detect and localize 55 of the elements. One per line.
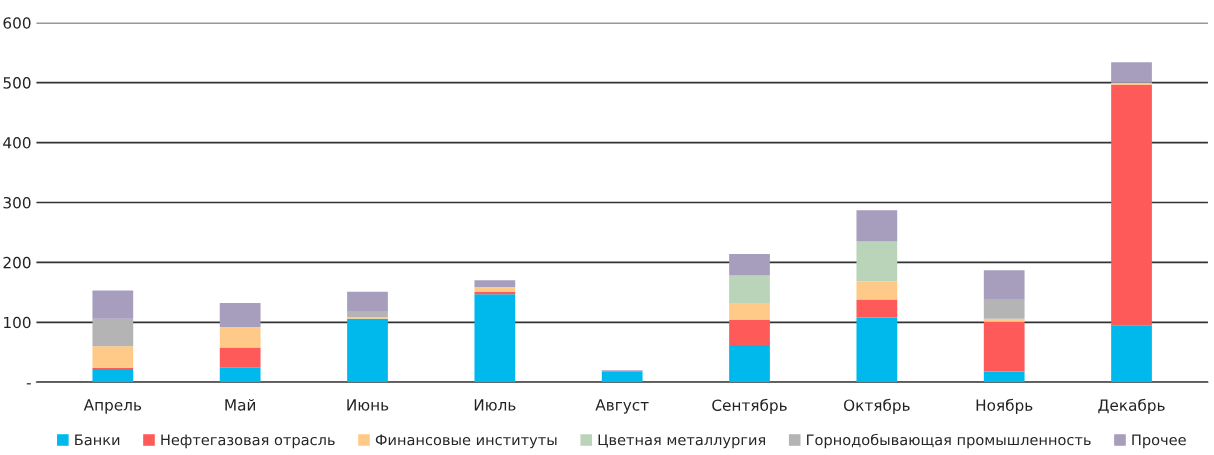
- bar: [347, 318, 388, 383]
- bar: [347, 310, 388, 317]
- bar: [983, 270, 1025, 299]
- bar: [92, 346, 134, 368]
- bar: [983, 298, 1025, 319]
- bar: [729, 303, 770, 320]
- bar: [856, 299, 898, 318]
- x-tick-label: Апрель: [83, 399, 142, 414]
- bar: [729, 345, 770, 383]
- legend-label: Горнодобывающая промышленность: [807, 433, 1091, 449]
- bar: [219, 347, 261, 368]
- x-tick-label: Ноябрь: [976, 398, 1033, 414]
- bar: [1111, 325, 1152, 383]
- bar: [1111, 62, 1152, 83]
- bar: [474, 280, 516, 287]
- legend-label: Прочее: [1132, 434, 1186, 449]
- bar: [983, 371, 1025, 383]
- y-tick-label: 400: [3, 137, 31, 149]
- legend-label: Цветная металлургия: [598, 434, 766, 449]
- bar: [1111, 85, 1152, 326]
- bar: [219, 303, 261, 328]
- bar: [92, 318, 134, 347]
- x-tick-label: Август: [595, 399, 649, 414]
- legend-label: Финансовые институты: [375, 434, 557, 449]
- legend-label: Нефтегазовая отрасль: [161, 434, 335, 449]
- bar: [856, 210, 898, 242]
- x-tick-label: Декабрь: [1098, 398, 1165, 414]
- x-tick-label: Июль: [474, 399, 516, 411]
- x-tick-label: Май: [225, 398, 256, 411]
- legend-label: Банки: [75, 434, 120, 446]
- y-tick-label: 600: [3, 17, 31, 29]
- bar: [219, 367, 261, 383]
- bar: [729, 254, 770, 276]
- bar: [92, 290, 134, 319]
- bar: [92, 369, 134, 383]
- bar: [219, 327, 261, 348]
- bar: [601, 372, 643, 383]
- x-tick-label: Июнь: [347, 399, 389, 411]
- bar: [856, 241, 898, 282]
- y-tick-label: -: [26, 383, 31, 385]
- x-tick-label: Октябрь: [843, 398, 910, 414]
- bar: [983, 318, 1025, 322]
- bar: [729, 319, 770, 346]
- y-tick-label: 500: [3, 77, 31, 89]
- bar: [347, 291, 388, 311]
- bar: [474, 286, 516, 292]
- y-tick-label: 300: [3, 196, 31, 209]
- bar: [856, 281, 898, 300]
- bar: [474, 294, 516, 383]
- y-tick-label: 100: [4, 316, 31, 329]
- bar: [856, 317, 898, 383]
- x-tick-label: Сентябрь: [712, 398, 787, 414]
- y-tick-label: 200: [3, 256, 31, 269]
- bar: [983, 321, 1025, 372]
- bar: [729, 275, 770, 304]
